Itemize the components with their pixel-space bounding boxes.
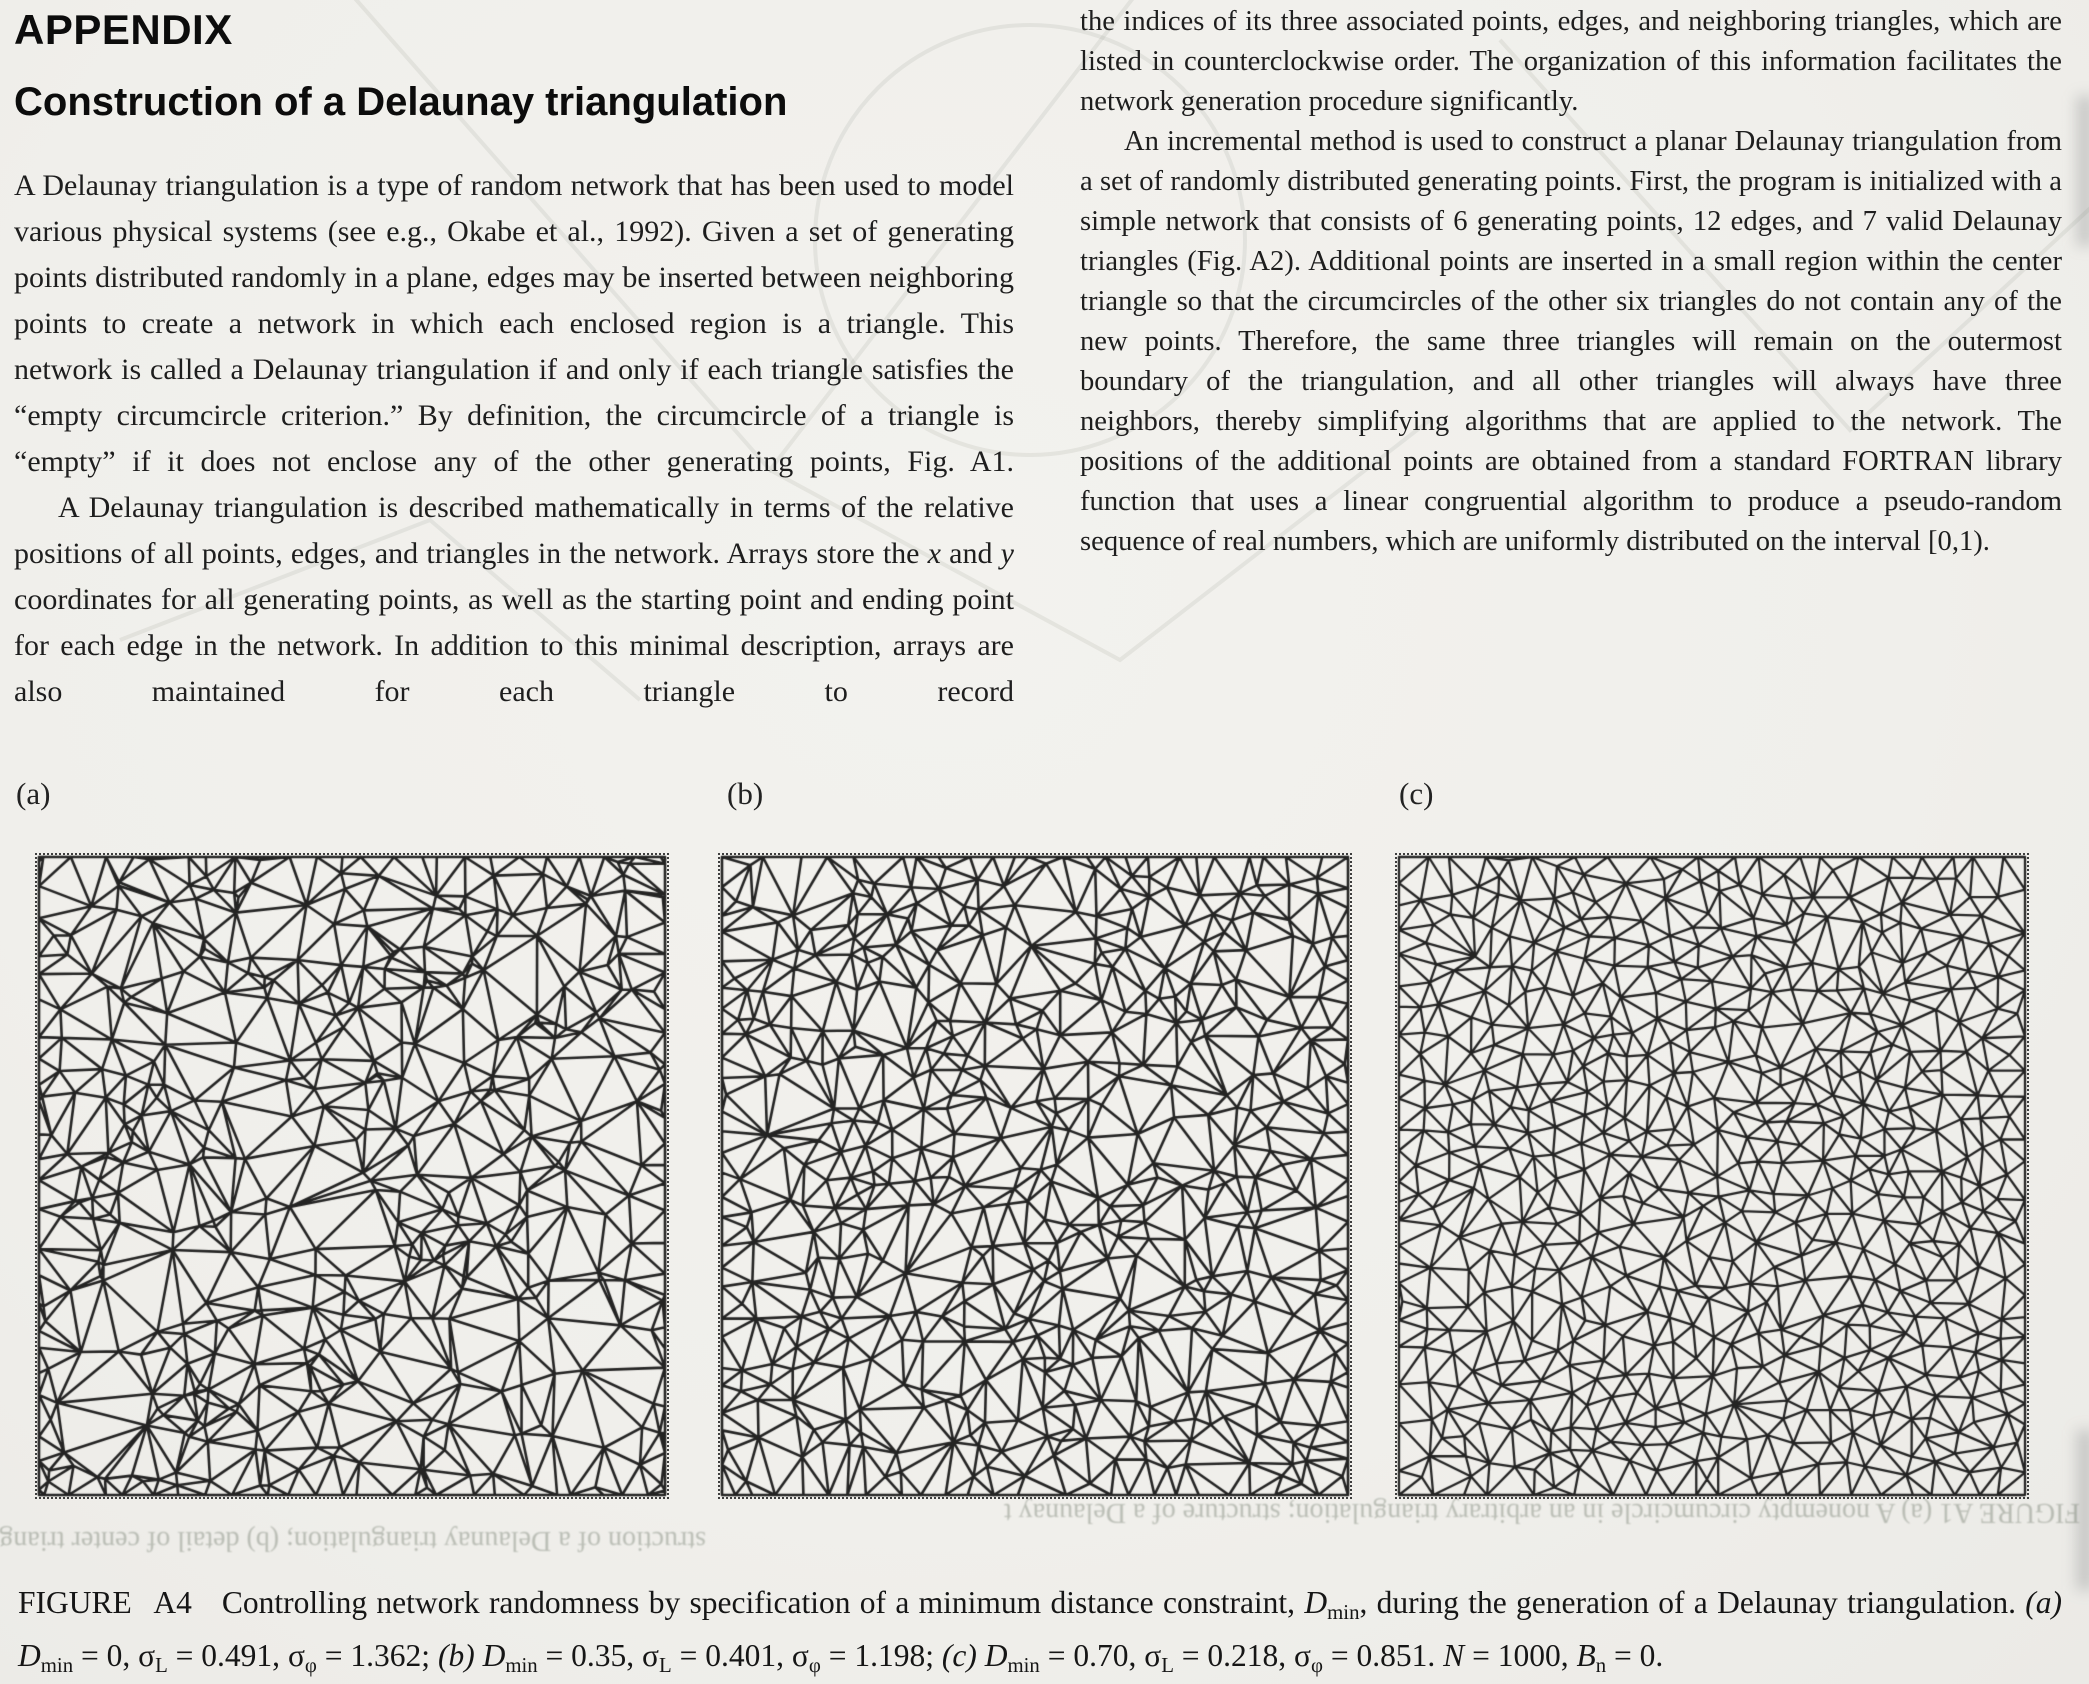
triangulation-panel-a (35, 853, 669, 1499)
bleed-through-text: struction of a Delaunay triangulation; (… (0, 1525, 706, 1556)
triangulation-canvas-c (1397, 855, 2027, 1497)
appendix-heading: APPENDIX (14, 6, 233, 53)
left-paragraph-2: A Delaunay triangulation is described ma… (14, 491, 1014, 708)
right-paragraph-2: An incremental method is used to constru… (1080, 126, 2062, 557)
figure-caption: FIGURE A4 Controlling network randomness … (18, 1585, 2062, 1678)
right-column: the indices of its three associated poin… (1080, 2, 2062, 562)
right-paragraph-1: the indices of its three associated poin… (1080, 6, 2062, 117)
scan-smudge (2077, 1430, 2089, 1590)
left-column: APPENDIX Construction of a Delaunay tria… (14, 6, 1014, 715)
panel-label-c: (c) (1399, 776, 1434, 811)
triangulation-canvas-b (720, 855, 1350, 1497)
triangulation-canvas-a (37, 855, 667, 1497)
triangulation-panel-b (718, 853, 1352, 1499)
panel-label-b: (b) (727, 776, 764, 811)
left-paragraph-1: A Delaunay triangulation is a type of ra… (14, 169, 1014, 478)
page-title: Construction of a Delaunay triangulation (14, 80, 788, 124)
panel-label-a: (a) (16, 776, 51, 811)
bleed-through-text: FIGURE A1 (a) A nonempty circumcircle in… (1003, 1497, 2080, 1528)
scan-smudge (2077, 96, 2089, 246)
triangulation-panel-c (1395, 853, 2029, 1499)
